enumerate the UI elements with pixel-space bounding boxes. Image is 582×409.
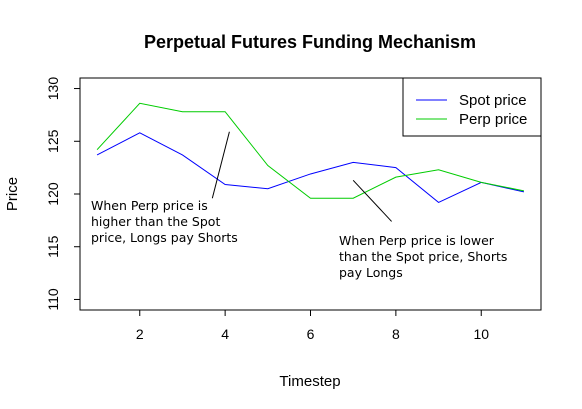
x-tick-label: 8 — [392, 326, 400, 342]
x-tick-label: 6 — [307, 326, 315, 342]
annotation-1-line: price, Longs pay Shorts — [91, 230, 238, 245]
x-tick-label: 2 — [136, 326, 144, 342]
legend-label-spot-price: Spot price — [459, 92, 527, 109]
y-tick-label: 115 — [45, 235, 61, 258]
x-tick-label: 10 — [473, 326, 489, 342]
annotation-2-pointer — [352, 179, 392, 222]
x-axis-label: Timestep — [279, 373, 340, 390]
x-axis: 2 4 6 8 10 — [136, 310, 489, 342]
x-tick-label: 4 — [221, 326, 229, 342]
legend: Spot price Perp price — [402, 77, 542, 137]
legend-label-perp-price: Perp price — [459, 111, 527, 128]
y-tick-label: 120 — [45, 182, 61, 206]
annotation-1-pointer — [211, 131, 230, 199]
series-line-spot-price — [96, 132, 525, 204]
y-axis: 110 115 120 125 130 — [45, 77, 80, 311]
annotation-1-line: When Perp price is — [91, 198, 208, 213]
y-tick-label: 125 — [45, 129, 61, 153]
y-tick-label: 130 — [45, 77, 61, 101]
y-tick-label: 110 — [45, 288, 61, 311]
legend-box — [402, 77, 542, 137]
series-line-perp-price — [96, 102, 525, 199]
y-axis-label: Price — [4, 177, 21, 211]
chart-title: Perpetual Futures Funding Mechanism — [144, 32, 476, 52]
annotation-2-line: pay Longs — [339, 265, 403, 280]
series-layer — [96, 102, 525, 204]
annotation-2-line: When Perp price is lower — [339, 233, 495, 248]
annotation-2-line: than the Spot price, Shorts — [339, 249, 507, 264]
annotation-1-line: higher than the Spot — [91, 214, 220, 229]
